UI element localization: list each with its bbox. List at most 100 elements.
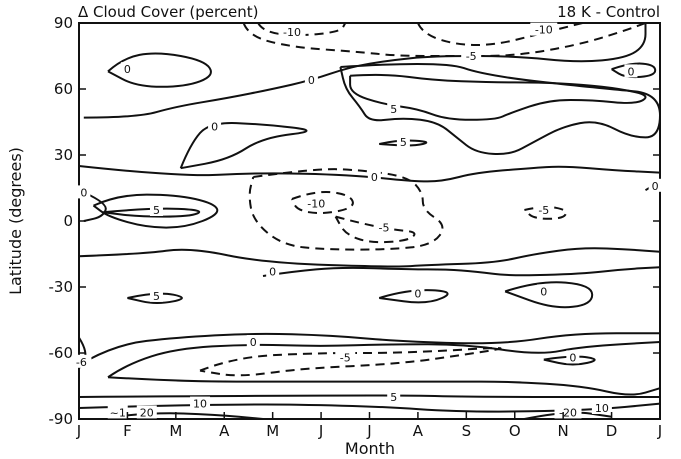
contour-label-bg (246, 335, 260, 348)
contour-label: -10 (307, 197, 325, 210)
contour-label-bg (537, 284, 551, 298)
contour-label: -10 (283, 26, 301, 39)
contour-label-bg (387, 390, 401, 403)
contour-label-bg (136, 405, 157, 419)
y-tick-label: 90 (54, 14, 73, 32)
x-tick-label: M (169, 422, 182, 440)
contour-label-bg (554, 405, 582, 419)
contour-label: 5 (400, 136, 407, 149)
x-tick-label: J (76, 422, 81, 440)
contour-label-bg (624, 64, 638, 78)
contour-label: -5 (466, 50, 477, 63)
contour-line (416, 22, 583, 47)
contour-label-bg (387, 101, 401, 115)
contour-line (349, 73, 647, 121)
x-axis-label: Month (345, 439, 395, 458)
contour-label: 5 (153, 290, 160, 303)
x-tick-label: O (509, 422, 521, 440)
chart-title: Δ Cloud Cover (percent) (78, 3, 259, 21)
contour-line (339, 62, 662, 156)
contour-label-bg (367, 170, 381, 183)
contour-label-bg (396, 134, 410, 148)
contour-label: 0 (540, 285, 547, 298)
contour-label: 0 (414, 288, 421, 301)
contour-line (107, 376, 661, 396)
contour-label-bg (302, 196, 330, 210)
contour-line (107, 52, 212, 88)
contour-label-bg (71, 354, 92, 368)
contour-label: 0 (250, 336, 257, 349)
contour-label: 5 (390, 103, 397, 116)
contour-label-bg (530, 22, 558, 36)
y-tick-label: -30 (49, 278, 74, 296)
contour-label-bg (107, 405, 128, 419)
contour-labels: -10 -10 -5 0 0 0 5 0 5 0 0 5 0 -10 -5 -5 0 5 0 0 0 -5 0 -6 5 10 10… (71, 22, 662, 419)
contour-line (179, 122, 308, 170)
contour-line (88, 332, 660, 361)
contour-line (378, 289, 449, 304)
contour-label-bg (648, 178, 662, 192)
x-tick-label: D (606, 422, 618, 440)
x-tick-label: A (219, 422, 230, 440)
contour-label: -5 (340, 351, 351, 364)
contour-label-bg (411, 286, 425, 300)
x-tick-label: N (558, 422, 569, 440)
contour-line (78, 165, 661, 183)
contour-label: -10 (535, 24, 553, 37)
x-tick-label: M (266, 422, 279, 440)
x-tick-label: J (657, 422, 662, 440)
contour-label: 0 (371, 171, 378, 184)
contour-label: -6 (76, 356, 87, 369)
x-tick-label: S (462, 422, 472, 440)
contour-label: 0 (269, 266, 276, 279)
y-tick-label: -60 (49, 344, 74, 362)
y-tick-label: 30 (54, 146, 73, 164)
contour-line (112, 412, 264, 420)
contour-label-bg (591, 401, 612, 414)
contour-label: 0 (80, 186, 87, 199)
contour-label: 5 (390, 391, 397, 404)
contour-line (199, 347, 502, 377)
x-tick-label: J (366, 422, 371, 440)
contour-line (78, 247, 661, 268)
contour-label-bg (190, 396, 211, 410)
contour-line (83, 23, 647, 119)
contour-line (107, 341, 661, 379)
contour-label-bg (149, 203, 163, 216)
contour-label: 0 (569, 351, 576, 364)
contour-label: 0 (652, 180, 659, 193)
contour-label-bg (374, 220, 395, 234)
contour-label-bg (149, 288, 163, 302)
chart-subtitle: 18 K - Control (557, 3, 660, 21)
contour-label: 0 (308, 74, 315, 87)
y-tick-label: 60 (54, 80, 73, 98)
contour-label-bg (335, 350, 356, 364)
contour-line (242, 22, 646, 57)
contour-line (248, 168, 444, 251)
contour-lines (78, 22, 662, 420)
contour-label: 20 (140, 406, 154, 419)
x-tick-label: A (413, 422, 424, 440)
y-tick-label: -90 (49, 410, 74, 428)
contour-line (334, 215, 416, 244)
x-tick-label: J (318, 422, 323, 440)
contour-line (78, 394, 660, 398)
contour-line (83, 191, 107, 222)
contour-line (504, 281, 594, 309)
contour-line (523, 206, 567, 220)
contour-label: -20 (559, 406, 577, 419)
contour-label: -5 (538, 204, 549, 217)
contour-label-bg (278, 24, 306, 38)
y-tick-label: 0 (63, 212, 73, 230)
contour-label-bg (304, 73, 318, 87)
contour-label-bg (461, 49, 482, 62)
contour-line (262, 266, 661, 277)
contour-label: 0 (627, 65, 634, 78)
x-tick-label: F (123, 422, 132, 440)
y-axis-label: Latitude (degrees) (6, 147, 25, 295)
contour-line (92, 193, 219, 229)
